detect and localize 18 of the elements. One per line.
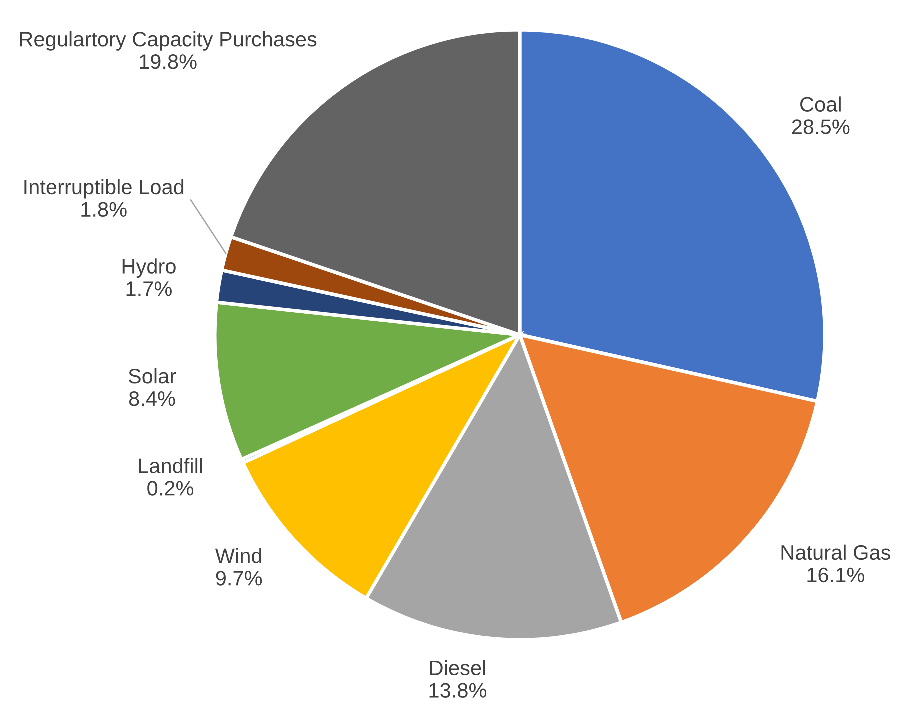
slice-label: Coal xyxy=(800,96,841,112)
data-label: 9.7% xyxy=(216,571,262,586)
slice-label: Natural Gas xyxy=(782,544,890,560)
slice-label: Diesel xyxy=(430,660,486,676)
slice-label: Regulartory Capacity Purchases xyxy=(20,31,317,51)
slice-label: Hydro xyxy=(122,258,176,278)
slice-label: Wind xyxy=(215,548,262,564)
slice-label: Solar xyxy=(128,368,176,384)
data-label: 0.2% xyxy=(148,481,194,496)
data-label: 19.8% xyxy=(140,54,197,70)
slice-label: Landfill xyxy=(139,458,202,474)
data-label: 13.8% xyxy=(430,683,487,698)
data-label: 28.5% xyxy=(792,120,850,134)
slice-label: Interruptible Load xyxy=(24,179,184,199)
data-label: 1.7% xyxy=(126,282,172,296)
data-label: 1.8% xyxy=(82,202,127,218)
data-label: 8.4% xyxy=(129,391,176,406)
data-label: 16.1% xyxy=(808,568,864,583)
